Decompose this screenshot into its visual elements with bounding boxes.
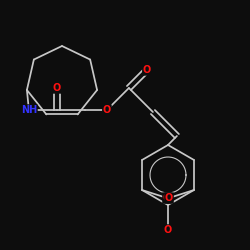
- Text: NH: NH: [21, 105, 37, 115]
- Text: O: O: [163, 193, 171, 203]
- Text: O: O: [164, 225, 172, 235]
- Text: O: O: [103, 105, 111, 115]
- Text: O: O: [143, 65, 151, 75]
- Text: O: O: [165, 193, 173, 203]
- Text: O: O: [53, 83, 61, 93]
